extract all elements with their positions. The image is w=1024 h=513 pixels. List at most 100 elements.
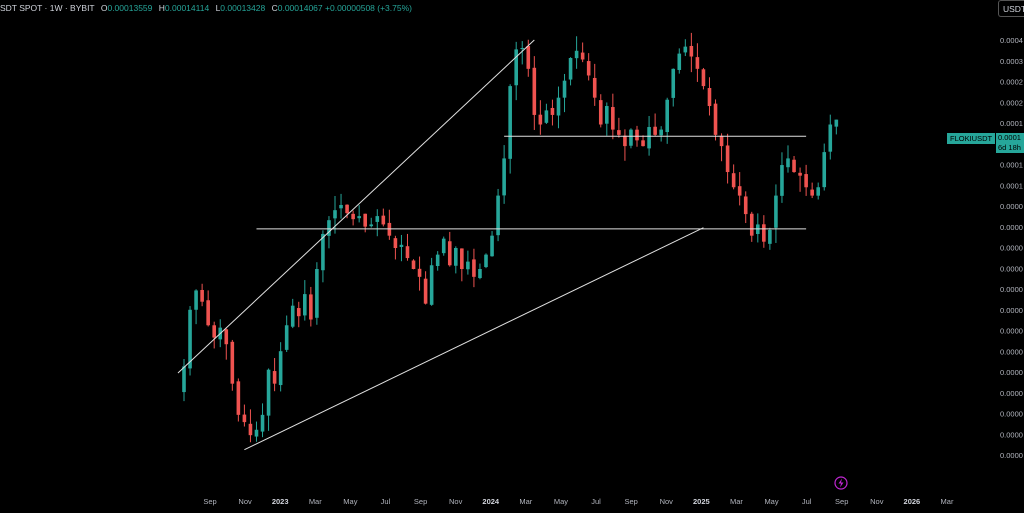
- candle-body: [496, 195, 500, 236]
- price-tick-label: 0.0002: [1000, 78, 1023, 87]
- candle-body: [357, 216, 361, 219]
- time-tick-label: 2024: [482, 497, 500, 506]
- candle-body: [520, 47, 525, 49]
- candle-body: [689, 45, 694, 57]
- time-tick-label: Sep: [835, 497, 848, 506]
- price-tick-label: 0.0000: [1000, 451, 1023, 460]
- candle-body: [303, 294, 307, 316]
- candle-body: [816, 187, 820, 196]
- time-tick-label: Jul: [802, 497, 812, 506]
- candle-body: [834, 119, 839, 127]
- lightning-icon[interactable]: [834, 476, 848, 490]
- candle-body: [266, 369, 271, 416]
- trend-lines-layer: [177, 39, 807, 451]
- candle-body: [792, 159, 796, 173]
- candle-body: [381, 215, 386, 225]
- candle-body: [224, 329, 229, 345]
- candle-body: [701, 69, 706, 87]
- candle-body: [393, 238, 398, 248]
- candle-body: [762, 224, 766, 242]
- candle-body: [278, 351, 283, 386]
- candle-body: [429, 265, 434, 305]
- candle-body: [828, 124, 833, 152]
- candle-body: [212, 325, 216, 338]
- price-tick-label: 0.0000: [1000, 327, 1023, 336]
- time-tick-label: Jul: [591, 497, 601, 506]
- high-value: 0.00014114: [164, 3, 210, 13]
- candle-body: [665, 99, 669, 133]
- time-tick-label: 2025: [693, 497, 710, 506]
- price-tick-label: 0.0001: [1000, 181, 1023, 190]
- candle-body: [514, 49, 518, 86]
- bar-countdown: 6d 18h: [998, 143, 1021, 152]
- candle-body: [441, 238, 446, 254]
- time-axis[interactable]: Sep Nov 2023 Mar May Jul Sep Nov 2024 Mar May Jul Se…: [203, 497, 954, 506]
- time-tick-label: Sep: [414, 497, 427, 506]
- candle-body: [731, 173, 736, 188]
- candle-body: [466, 261, 470, 270]
- price-tick-label: 0.0000: [1000, 202, 1023, 211]
- price-tick-label: 0.0003: [1000, 57, 1023, 66]
- open-value: 0.00013559: [107, 3, 153, 13]
- candle-body: [617, 130, 621, 135]
- change-value: +0.00000508 (+3.75%): [325, 3, 412, 13]
- candle-body: [635, 129, 639, 141]
- candle-body: [454, 248, 458, 266]
- candle-body: [659, 129, 663, 136]
- candle-body: [206, 300, 210, 326]
- time-tick-label: Nov: [449, 497, 463, 506]
- candle-body: [363, 213, 367, 227]
- time-tick-label: Sep: [203, 497, 216, 506]
- time-tick-label: 2023: [272, 497, 289, 506]
- candle-body: [296, 308, 301, 317]
- candle-body: [411, 260, 416, 270]
- candle-body: [236, 381, 241, 415]
- candle-body: [345, 204, 349, 214]
- price-tick-label: 0.0001: [1000, 161, 1023, 170]
- candle-body: [327, 220, 331, 236]
- candle-body: [423, 278, 428, 304]
- price-axis[interactable]: 0.0004 0.0003 0.0002 0.0002 0.0001 0.0001 0.00…: [1000, 36, 1023, 460]
- candle-body: [629, 129, 633, 146]
- candle-body: [399, 244, 404, 247]
- time-tick-label: May: [343, 497, 357, 506]
- candle-body: [707, 88, 712, 107]
- candle-body: [574, 50, 579, 59]
- candle-body: [568, 57, 573, 80]
- candle-body: [284, 325, 289, 350]
- candle-body: [351, 213, 355, 220]
- candle-body: [230, 341, 235, 384]
- symbol-price-tag: FLOKIUSDT: [947, 133, 996, 144]
- candle-body: [200, 289, 204, 302]
- price-tick-label: 0.0002: [1000, 98, 1023, 107]
- candle-body: [484, 254, 488, 268]
- last-price-tag: 0.0001 6d 18h: [996, 133, 1024, 153]
- candle-body: [810, 189, 814, 196]
- candle-body: [309, 294, 313, 320]
- candle-body: [248, 423, 253, 436]
- candle-body: [592, 77, 597, 98]
- high-label: H: [158, 3, 165, 13]
- candle-body: [774, 195, 778, 228]
- candle-body: [272, 371, 277, 384]
- candle-body: [611, 107, 615, 130]
- open-label: O: [100, 3, 108, 13]
- candle-body: [290, 305, 295, 327]
- candle-body: [586, 61, 591, 76]
- time-tick-label: Nov: [238, 497, 252, 506]
- time-tick-label: Sep: [624, 497, 637, 506]
- candle-body: [490, 235, 494, 257]
- candle-body: [526, 46, 531, 69]
- candle-body: [339, 204, 343, 209]
- candle-body: [653, 126, 657, 135]
- symbol-header: SDT SPOT · 1W · BYBIT O0.00013559 H0.000…: [0, 3, 412, 13]
- candle-body: [321, 233, 325, 271]
- currency-selector[interactable]: USDT: [998, 0, 1024, 17]
- price-tick-label: 0.0000: [1000, 223, 1023, 232]
- price-tick-label: 0.0000: [1000, 389, 1023, 398]
- candle-body: [822, 152, 827, 188]
- price-tick-label: 0.0004: [1000, 36, 1023, 45]
- candle-body: [532, 67, 537, 115]
- candle-body: [562, 80, 567, 98]
